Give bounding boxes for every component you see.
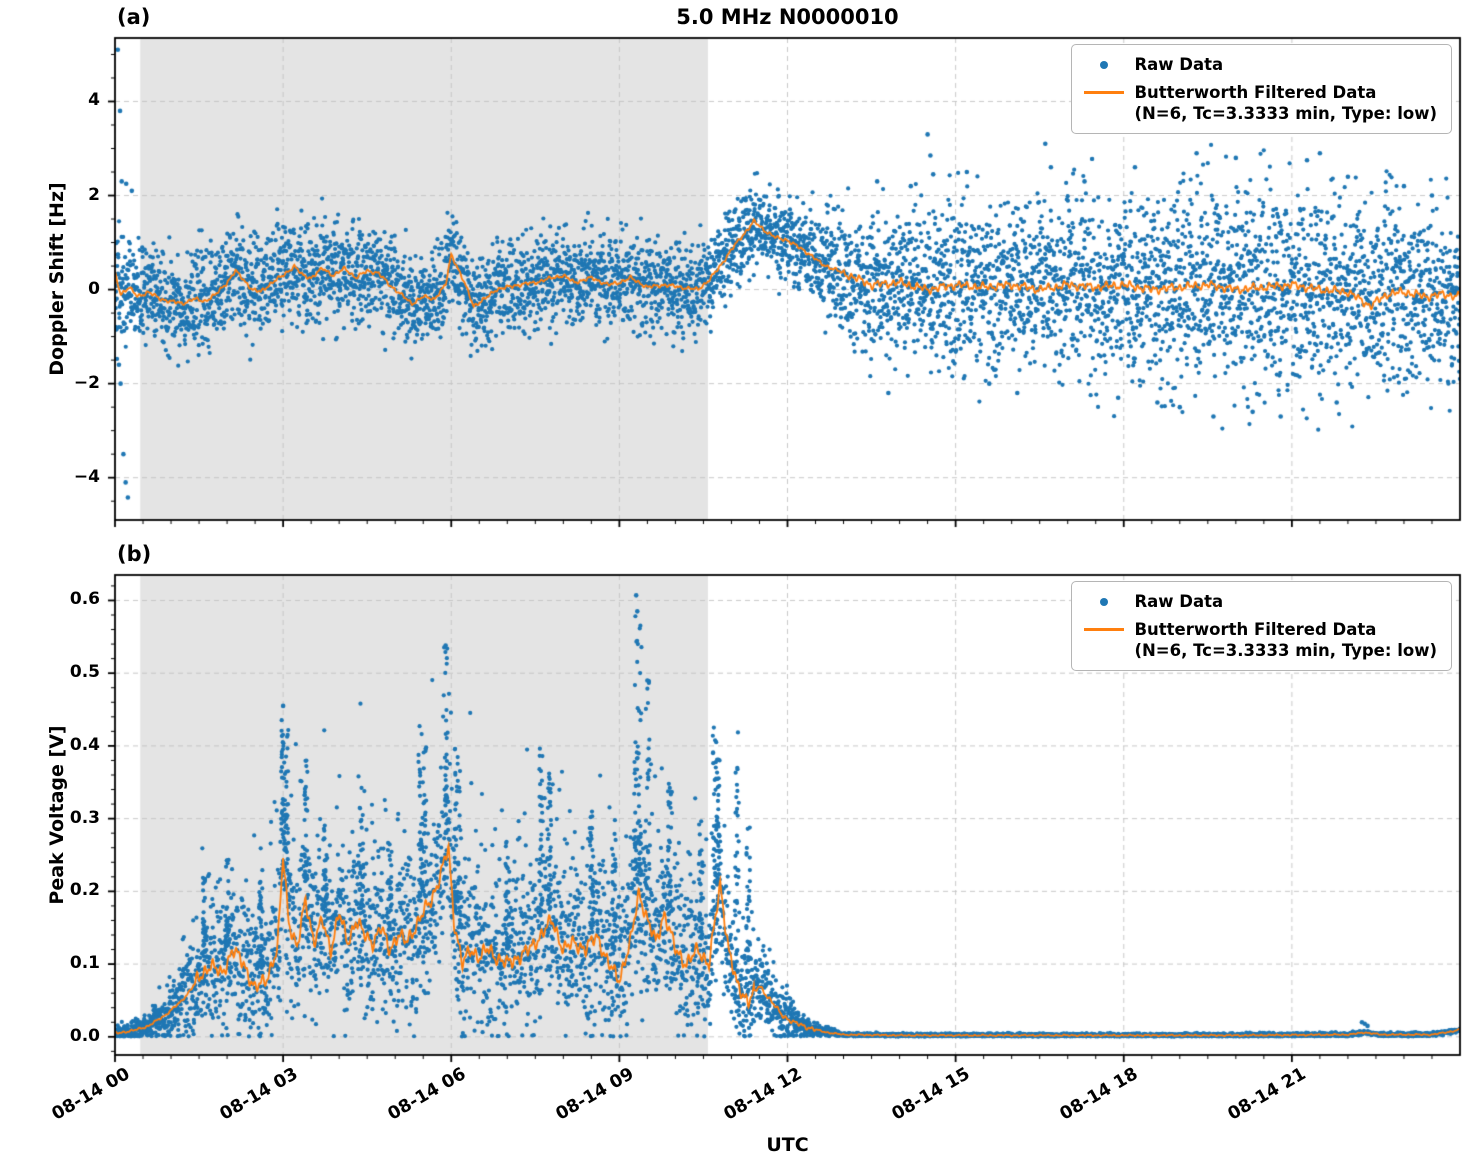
y-tick-label-a: −2 (73, 372, 100, 393)
legend-filtered-entry: Butterworth Filtered Data (N=6, Tc=3.333… (1082, 82, 1437, 124)
legend-raw-entry: Raw Data (1082, 54, 1437, 75)
raw-data-dot-icon (1100, 597, 1109, 606)
panel-b-label: (b) (117, 542, 152, 566)
y-tick-label-b: 0.3 (69, 807, 100, 828)
raw-data-marker-cell (1082, 591, 1126, 612)
legend-raw-label: Raw Data (1134, 55, 1224, 74)
filtered-marker-cell (1082, 619, 1126, 640)
filtered-marker-cell (1082, 82, 1126, 103)
filtered-line-icon (1084, 91, 1125, 95)
legend-filtered-sublabel: (N=6, Tc=3.3333 min, Type: low) (1134, 104, 1437, 124)
legend-panel-b: Raw Data Butterworth Filtered Data (N=6,… (1071, 581, 1452, 672)
y-tick-label-b: 0.4 (69, 734, 100, 755)
legend-filtered-sublabel: (N=6, Tc=3.3333 min, Type: low) (1134, 641, 1437, 661)
y-tick-label-b: 0.2 (69, 880, 100, 901)
legend-panel-a: Raw Data Butterworth Filtered Data (N=6,… (1071, 44, 1452, 135)
legend-filtered-label: Butterworth Filtered Data (1134, 620, 1377, 640)
raw-data-dot-icon (1100, 60, 1109, 69)
x-axis-label: UTC (766, 1134, 809, 1156)
figure-title: 5.0 MHz N0000010 (676, 5, 899, 29)
legend-filtered-label: Butterworth Filtered Data (1134, 83, 1377, 103)
legend-raw-entry: Raw Data (1082, 591, 1437, 612)
raw-data-marker-cell (1082, 54, 1126, 75)
legend-filtered-entry: Butterworth Filtered Data (N=6, Tc=3.333… (1082, 619, 1437, 661)
y-tick-label-b: 0.0 (69, 1025, 100, 1046)
y-tick-label-a: 0 (88, 278, 100, 299)
y-tick-label-a: 4 (88, 90, 100, 111)
y-tick-label-a: 2 (88, 184, 100, 205)
y-tick-label-a: −4 (73, 466, 100, 487)
panel-a-label: (a) (117, 5, 151, 29)
y-tick-label-b: 0.6 (69, 589, 100, 610)
y-tick-label-b: 0.5 (69, 662, 100, 683)
legend-raw-label: Raw Data (1134, 592, 1224, 611)
filtered-line-icon (1084, 628, 1125, 632)
y-tick-label-b: 0.1 (69, 953, 100, 974)
